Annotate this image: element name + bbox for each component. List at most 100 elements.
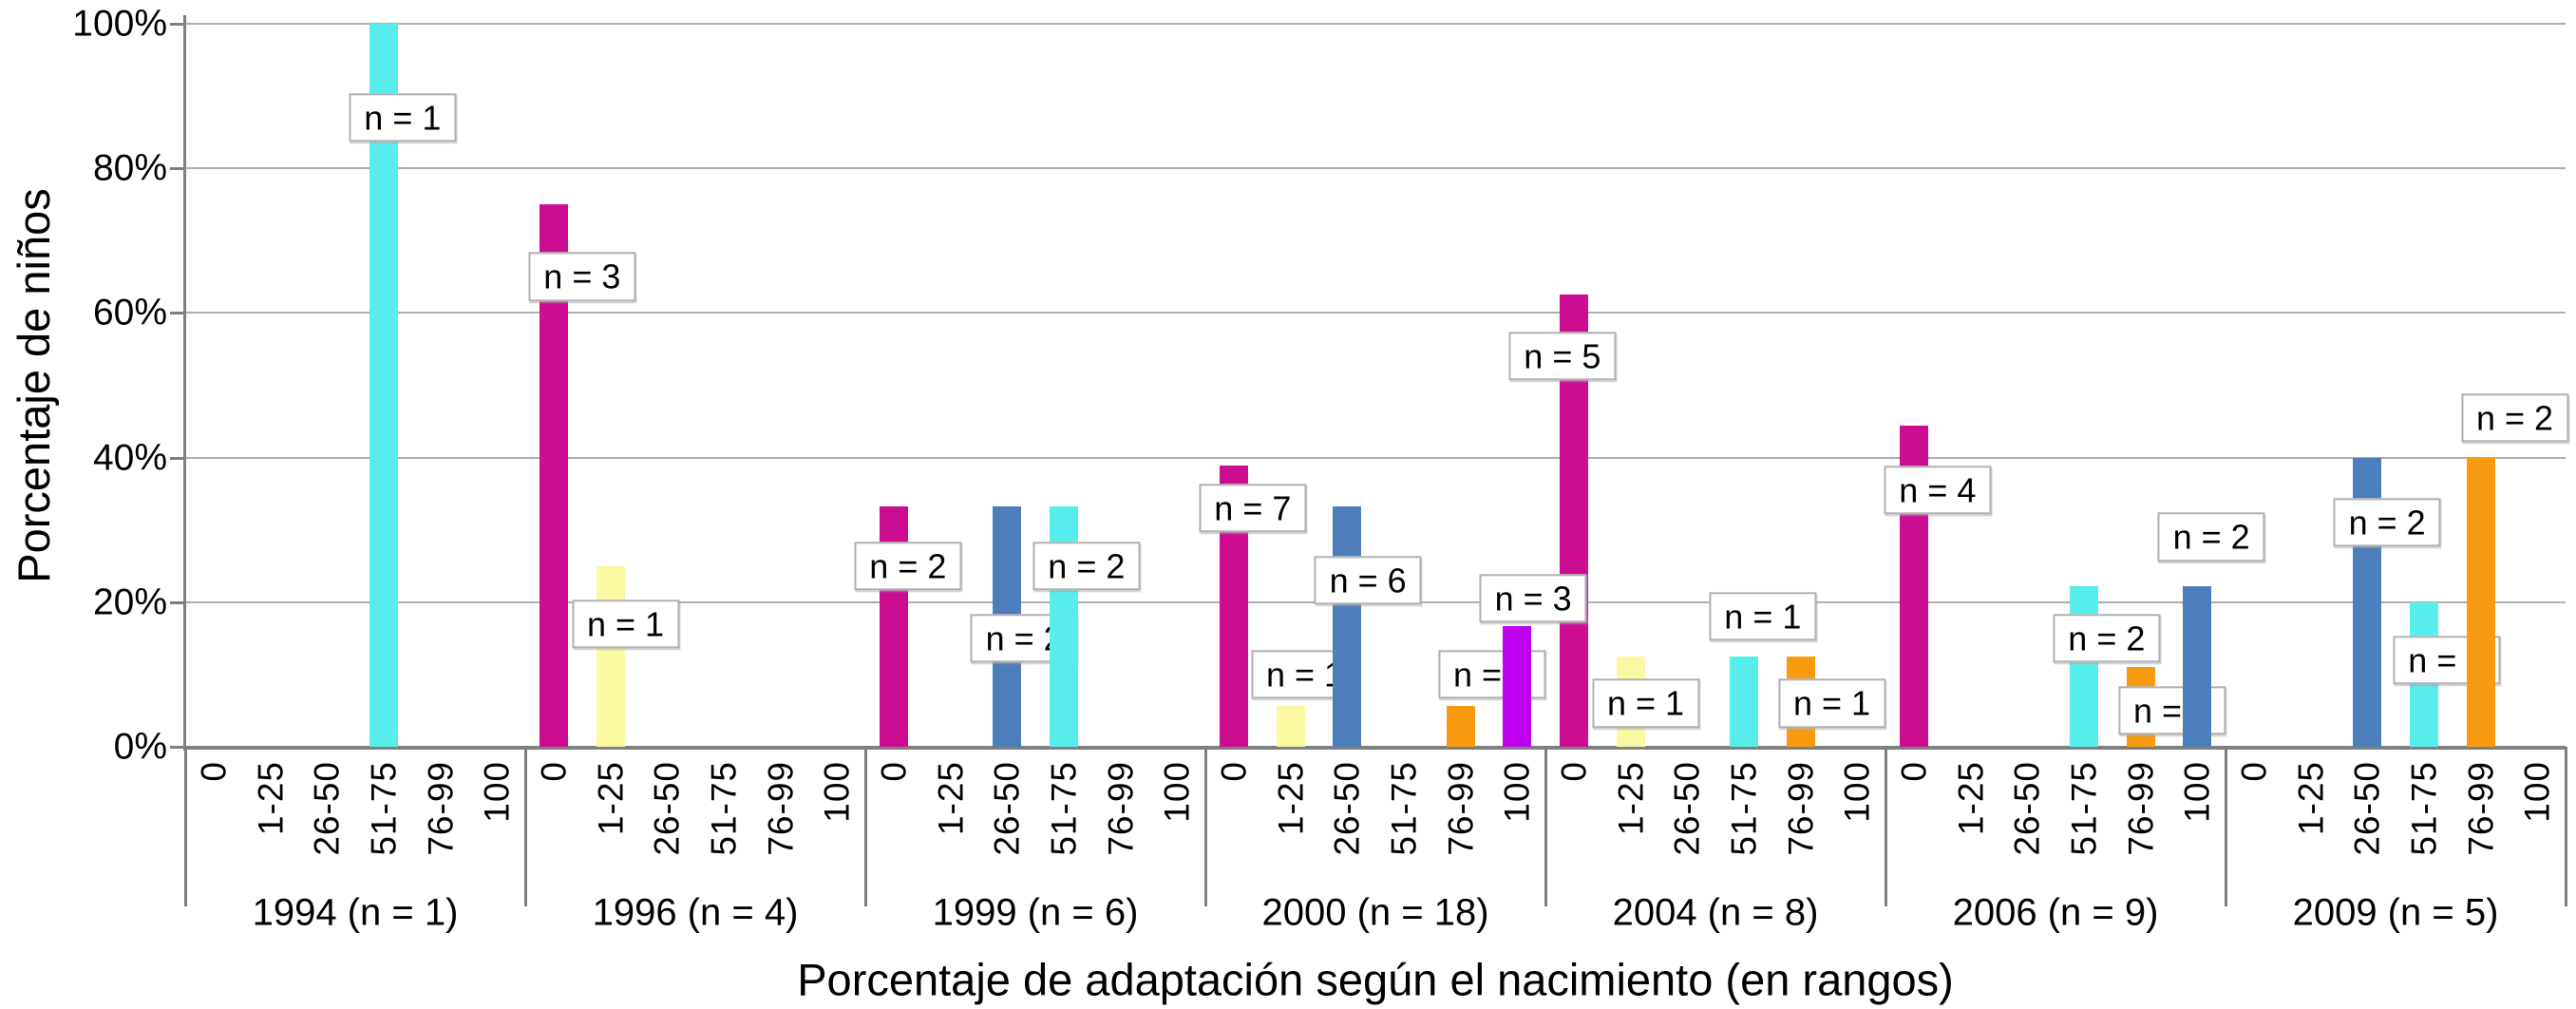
bar-count-label: n = 1 — [1709, 592, 1817, 641]
bar — [1446, 706, 1475, 747]
bar-count-label: n = 2 — [1032, 542, 1141, 591]
bar-count-label: n = 1 — [1591, 678, 1700, 729]
x-tick-label: 51-75 — [704, 761, 744, 856]
x-tick-label: 100 — [477, 761, 517, 823]
group-label: 1994 (n = 1) — [252, 891, 459, 934]
x-tick-label: 76-99 — [2121, 761, 2160, 856]
x-tick-label: 1-25 — [1611, 761, 1650, 836]
y-tick-label: 80% — [92, 147, 167, 189]
x-tick-label: 76-99 — [1441, 761, 1480, 856]
x-tick-label: 0 — [874, 761, 914, 782]
bar — [2069, 586, 2098, 747]
x-tick-label: 76-99 — [421, 761, 460, 856]
bar — [1333, 505, 1362, 747]
x-tick-label: 76-99 — [761, 761, 800, 856]
group-separator — [1544, 747, 1547, 906]
group-separator — [183, 747, 187, 906]
bar-count-label: n = 3 — [1479, 574, 1587, 623]
bar-count-label: n = 1 — [571, 599, 680, 649]
bar-count-label: n = 6 — [1314, 556, 1422, 605]
x-tick-label: 100 — [817, 761, 857, 823]
gridline — [185, 456, 2566, 459]
x-tick-label: 51-75 — [2064, 761, 2104, 856]
bar — [369, 24, 398, 747]
x-tick-label: 26-50 — [307, 761, 347, 856]
x-tick-label: 1-25 — [1271, 761, 1310, 836]
y-tick-label: 100% — [72, 3, 167, 45]
y-axis-tick — [170, 746, 185, 749]
x-tick-label: 26-50 — [2007, 761, 2047, 856]
group-separator — [2564, 747, 2567, 906]
group-label: 2006 (n = 9) — [1952, 891, 2159, 934]
group-label: 1999 (n = 6) — [932, 891, 1139, 934]
y-axis-tick — [170, 312, 185, 315]
x-tick-label: 26-50 — [987, 761, 1027, 856]
x-tick-label: 1-25 — [2291, 761, 2330, 836]
x-tick-label: 26-50 — [1327, 761, 1367, 856]
y-axis-tick — [170, 23, 185, 26]
x-tick-label: 26-50 — [2347, 761, 2387, 856]
group-separator — [863, 747, 867, 906]
x-tick-label: 0 — [1894, 761, 1934, 782]
y-axis-tick — [170, 456, 185, 460]
bar — [2183, 586, 2212, 747]
x-tick-label: 100 — [1837, 761, 1877, 823]
bar — [596, 565, 625, 747]
group-separator — [523, 747, 527, 906]
x-tick-label: 51-75 — [364, 761, 404, 856]
bar — [1276, 706, 1305, 747]
x-tick-label: 51-75 — [2404, 761, 2444, 856]
group-label: 1996 (n = 4) — [592, 891, 799, 934]
x-tick-label: 76-99 — [1781, 761, 1820, 856]
x-tick-label: 1-25 — [931, 761, 970, 836]
x-tick-label: 100 — [1157, 761, 1197, 823]
x-tick-label: 100 — [2177, 761, 2217, 823]
bar-count-label: n = 7 — [1199, 484, 1307, 533]
bar-count-label: n = 3 — [528, 252, 636, 302]
x-tick-label: 0 — [1214, 761, 1254, 782]
bar-count-label: n = 2 — [2333, 498, 2441, 547]
y-tick-label: 60% — [92, 292, 167, 333]
bar-count-label: n = 5 — [1508, 332, 1617, 381]
gridline — [185, 312, 2566, 314]
gridline — [185, 167, 2566, 170]
x-tick-label: 0 — [2234, 761, 2274, 782]
y-tick-label: 0% — [113, 726, 167, 768]
x-tick-label: 1-25 — [251, 761, 290, 836]
x-axis-title: Porcentaje de adaptación según el nacimi… — [797, 954, 1954, 1005]
bar-count-label: n = 2 — [2157, 512, 2265, 562]
bar-count-label: n = 2 — [2460, 393, 2569, 443]
bar-count-label: n = 2 — [854, 542, 962, 591]
y-axis-line — [183, 15, 186, 751]
bar — [1729, 656, 1758, 747]
x-axis-baseline — [185, 746, 2566, 750]
bar-count-label: n = 1 — [1777, 678, 1886, 729]
bar-count-label: n = 2 — [2053, 614, 2161, 663]
group-separator — [1884, 747, 1887, 906]
y-axis-title: Porcentaje de niños — [9, 188, 59, 583]
x-tick-label: 51-75 — [1044, 761, 1084, 856]
x-tick-label: 51-75 — [1384, 761, 1424, 856]
x-tick-label: 76-99 — [2461, 761, 2500, 856]
group-separator — [2224, 747, 2227, 906]
x-tick-label: 1-25 — [591, 761, 630, 836]
bar — [1503, 625, 1532, 747]
bar-count-label: n = 1 — [349, 93, 457, 143]
group-label: 2000 (n = 18) — [1261, 891, 1489, 934]
bar — [2466, 457, 2495, 747]
x-tick-label: 1-25 — [1951, 761, 1990, 836]
x-tick-label: 76-99 — [1101, 761, 1140, 856]
group-separator — [1203, 747, 1207, 906]
x-tick-label: 0 — [1554, 761, 1594, 782]
y-axis-tick — [170, 167, 185, 171]
y-tick-label: 20% — [92, 581, 167, 623]
group-label: 2009 (n = 5) — [2292, 891, 2499, 934]
bar-count-label: n = 4 — [1884, 466, 1992, 515]
x-tick-label: 100 — [1497, 761, 1537, 823]
gridline — [185, 23, 2566, 25]
x-tick-label: 100 — [2517, 761, 2557, 823]
y-tick-label: 40% — [92, 437, 167, 479]
y-axis-tick — [170, 600, 185, 604]
x-tick-label: 0 — [194, 761, 234, 782]
